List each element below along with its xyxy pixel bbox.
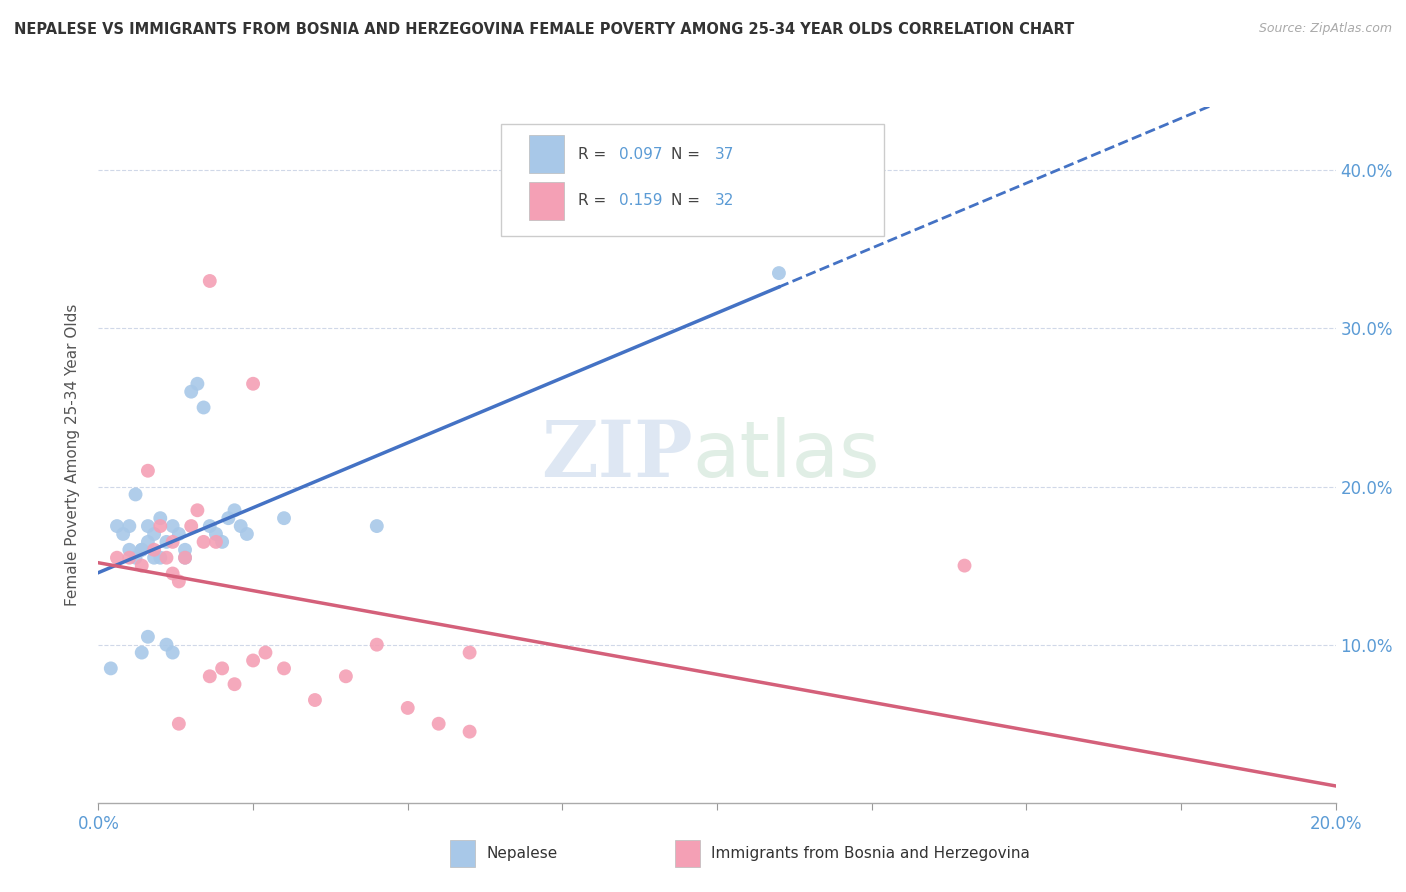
Point	[273, 511, 295, 525]
Point	[304, 693, 326, 707]
Point	[155, 638, 177, 652]
Text: atlas: atlas	[692, 417, 880, 493]
Point	[180, 519, 202, 533]
Point	[143, 550, 166, 565]
Point	[118, 519, 141, 533]
Point	[273, 661, 295, 675]
Point	[149, 511, 172, 525]
Point	[100, 661, 122, 675]
Point	[193, 401, 215, 415]
Point	[136, 534, 159, 549]
Point	[162, 534, 184, 549]
Point	[105, 519, 128, 533]
Point	[167, 527, 190, 541]
Point	[143, 527, 166, 541]
Point	[124, 550, 146, 565]
Point	[224, 677, 246, 691]
Point	[143, 542, 166, 557]
FancyBboxPatch shape	[501, 124, 884, 235]
Point	[112, 527, 135, 541]
Text: N =: N =	[671, 194, 706, 209]
Point	[953, 558, 976, 573]
Text: Source: ZipAtlas.com: Source: ZipAtlas.com	[1258, 22, 1392, 36]
Point	[155, 534, 177, 549]
Point	[211, 661, 233, 675]
Point	[131, 542, 153, 557]
Text: Nepalese: Nepalese	[486, 847, 558, 861]
Point	[136, 519, 159, 533]
Point	[118, 542, 141, 557]
Point	[224, 503, 246, 517]
Point	[186, 376, 208, 391]
Point	[198, 519, 221, 533]
Point	[242, 376, 264, 391]
Point	[136, 630, 159, 644]
Point	[162, 566, 184, 581]
Point	[198, 274, 221, 288]
Point	[162, 519, 184, 533]
Point	[174, 550, 197, 565]
Text: 32: 32	[714, 194, 734, 209]
Point	[366, 519, 388, 533]
Point	[136, 464, 159, 478]
Bar	[529, 136, 564, 173]
Point	[205, 534, 228, 549]
Point	[229, 519, 252, 533]
Point	[198, 669, 221, 683]
Text: R =: R =	[578, 194, 612, 209]
Point	[105, 550, 128, 565]
Point	[131, 542, 153, 557]
Point	[155, 550, 177, 565]
Point	[396, 701, 419, 715]
Point	[366, 638, 388, 652]
Point	[458, 724, 481, 739]
Text: 0.159: 0.159	[619, 194, 662, 209]
Text: Immigrants from Bosnia and Herzegovina: Immigrants from Bosnia and Herzegovina	[711, 847, 1031, 861]
Point	[193, 534, 215, 549]
Point	[186, 503, 208, 517]
Point	[131, 646, 153, 660]
Text: NEPALESE VS IMMIGRANTS FROM BOSNIA AND HERZEGOVINA FEMALE POVERTY AMONG 25-34 YE: NEPALESE VS IMMIGRANTS FROM BOSNIA AND H…	[14, 22, 1074, 37]
Point	[458, 646, 481, 660]
Text: 0.097: 0.097	[619, 147, 662, 161]
Point	[118, 550, 141, 565]
Point	[167, 574, 190, 589]
Text: 37: 37	[714, 147, 734, 161]
Point	[149, 519, 172, 533]
Point	[217, 511, 239, 525]
Point	[254, 646, 277, 660]
Point	[149, 550, 172, 565]
Point	[174, 542, 197, 557]
Point	[167, 716, 190, 731]
Point	[211, 534, 233, 549]
Point	[131, 558, 153, 573]
Point	[236, 527, 259, 541]
Text: N =: N =	[671, 147, 706, 161]
Point	[124, 487, 146, 501]
Point	[180, 384, 202, 399]
Point	[205, 527, 228, 541]
Bar	[529, 182, 564, 220]
Point	[242, 653, 264, 667]
Point	[335, 669, 357, 683]
Point	[174, 550, 197, 565]
Text: ZIP: ZIP	[541, 417, 692, 493]
Text: R =: R =	[578, 147, 612, 161]
Point	[427, 716, 450, 731]
Y-axis label: Female Poverty Among 25-34 Year Olds: Female Poverty Among 25-34 Year Olds	[65, 304, 80, 606]
Point	[162, 646, 184, 660]
Point	[768, 266, 790, 280]
